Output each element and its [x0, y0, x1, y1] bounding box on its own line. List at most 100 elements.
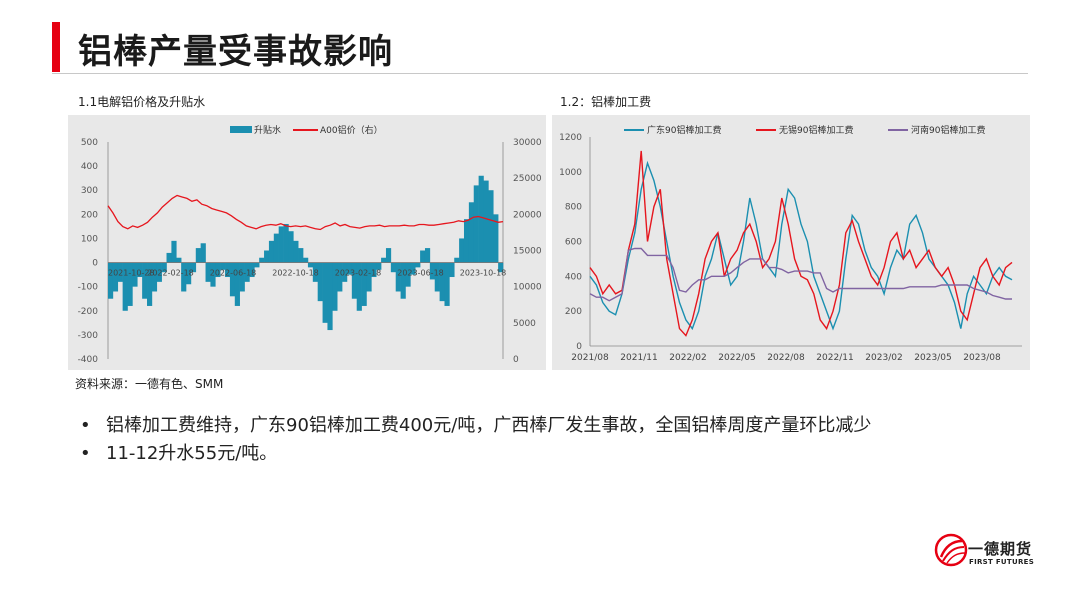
- basis-bar: [390, 262, 397, 273]
- right-chart-panel: 广东90铝棒加工费 无锡90铝棒加工费 河南90铝棒加工费 0 200 400 600 800…: [552, 115, 1030, 370]
- basis-bar: [439, 262, 445, 302]
- bullet-list: • 铝棒加工费维持，广东90铝棒加工费400元/吨，广西棒厂发生事故，全国铝棒周度…: [80, 412, 871, 468]
- y-tick-label: 0: [576, 342, 582, 352]
- legend-swatch-basis: [230, 126, 252, 133]
- x-tick-label: 2023/02: [865, 353, 902, 363]
- bullet-dot: •: [80, 415, 91, 436]
- processing-fee-chart: 广东90铝棒加工费 无锡90铝棒加工费 河南90铝棒加工费 0 200 400 600 800…: [559, 124, 1022, 363]
- basis-bar: [400, 262, 406, 299]
- basis-bar: [483, 180, 489, 263]
- basis-bar: [361, 262, 367, 306]
- basis-bar: [395, 262, 401, 292]
- bullet-text: 铝棒加工费维持，广东90铝棒加工费400元/吨，广西棒厂发生事故，全国铝棒周度产…: [106, 415, 872, 436]
- basis-bar: [498, 262, 504, 273]
- legend-label: 广东90铝棒加工费: [647, 124, 721, 136]
- basis-bar: [434, 262, 440, 292]
- y-left-tick-label: 200: [81, 210, 98, 220]
- basis-bar: [249, 262, 255, 278]
- y-left-tick-label: 500: [81, 138, 98, 148]
- basis-bar: [449, 262, 455, 278]
- basis-bar: [264, 250, 270, 263]
- basis-bar: [200, 243, 206, 263]
- logo-mark-icon: [934, 533, 968, 567]
- x-tick-label: 2021/11: [620, 353, 657, 363]
- y-left-tick-label: -100: [78, 283, 99, 293]
- bullet-item: • 11-12升水55元/吨。: [80, 440, 871, 468]
- legend-label-price: A00铝价（右）: [320, 124, 383, 136]
- basis-bar: [259, 257, 265, 263]
- company-logo: 一德期货 FIRST FUTURES: [934, 533, 1044, 573]
- basis-bar: [346, 262, 353, 275]
- y-left-tick-label: 400: [81, 162, 98, 172]
- basis-bar: [478, 175, 484, 263]
- y-left-tick-label: -300: [78, 331, 99, 341]
- basis-bar: [176, 257, 182, 263]
- x-tick-label: 2023-10-18: [460, 269, 507, 278]
- basis-bar: [356, 262, 362, 311]
- y-right-tick-label: 0: [513, 355, 519, 365]
- basis-bar: [161, 262, 167, 273]
- x-tick-label: 2021/08: [571, 353, 609, 363]
- y-left-tick-label: -200: [78, 307, 99, 317]
- basis-bar: [239, 262, 245, 292]
- basis-bar: [278, 226, 284, 263]
- y-left-tick-label: -400: [78, 355, 99, 365]
- series-line: [589, 247, 1012, 302]
- page-title: 铝棒产量受事故影响: [78, 32, 393, 72]
- basis-bar: [327, 262, 333, 331]
- basis-bar: [142, 262, 148, 299]
- basis-bar: [190, 262, 197, 273]
- y-left-tick-label: 0: [92, 259, 98, 269]
- source-note: 资料来源：一德有色、SMM: [75, 377, 224, 391]
- x-tick-label: 2023-02-18: [335, 269, 382, 278]
- basis-bar: [376, 262, 382, 270]
- basis-bar: [151, 262, 158, 292]
- basis-bar: [108, 262, 114, 299]
- y-right-tick-label: 25000: [513, 174, 542, 184]
- y-tick-label: 1200: [559, 133, 582, 143]
- basis-bar: [205, 262, 211, 282]
- title-accent-bar: [52, 22, 60, 72]
- basis-bar: [381, 257, 387, 263]
- basis-bar: [307, 262, 314, 268]
- basis-bar: [127, 262, 133, 306]
- x-tick-label: 2023/05: [914, 353, 951, 363]
- logo-name: 一德期货: [968, 540, 1033, 558]
- y-right-tick-label: 30000: [513, 138, 542, 148]
- basis-bar: [166, 252, 172, 263]
- series-line: [589, 150, 1013, 337]
- y-left-tick-label: 100: [81, 234, 98, 244]
- basis-bar: [488, 190, 494, 263]
- basis-bar: [332, 262, 338, 311]
- x-tick-label: 2022-02-18: [147, 269, 194, 278]
- x-tick-label: 2022/02: [669, 353, 706, 363]
- y-tick-label: 800: [565, 203, 582, 213]
- bullet-dot: •: [80, 443, 91, 464]
- basis-bar: [415, 262, 421, 268]
- basis-bar: [463, 219, 470, 263]
- price-line: [107, 194, 504, 231]
- basis-bar: [322, 262, 328, 323]
- basis-bar: [112, 262, 119, 292]
- basis-bar: [371, 262, 377, 278]
- basis-bar: [288, 231, 294, 263]
- basis-bar: [410, 262, 416, 275]
- basis-bar: [473, 185, 479, 263]
- basis-bar: [424, 248, 431, 263]
- logo-subtitle: FIRST FUTURES: [969, 558, 1035, 566]
- x-tick-label: 2021-10-28: [108, 269, 155, 278]
- basis-bar: [225, 262, 231, 278]
- basis-bar: [342, 262, 348, 282]
- basis-price-chart: 升贴水 A00铝价（右） -400 -300 -200 -100 0 100 200 300 400…: [78, 124, 542, 365]
- x-tick-label: 2022/08: [767, 353, 805, 363]
- x-tick-label: 2023-06-18: [397, 269, 444, 278]
- basis-bar: [215, 262, 221, 278]
- basis-bar: [268, 240, 275, 263]
- basis-bar: [234, 262, 240, 306]
- basis-bar: [132, 262, 138, 287]
- basis-bar: [312, 262, 318, 282]
- basis-bar: [337, 262, 343, 292]
- basis-bar: [303, 257, 309, 263]
- basis-bar: [429, 262, 436, 280]
- basis-bar: [171, 240, 177, 263]
